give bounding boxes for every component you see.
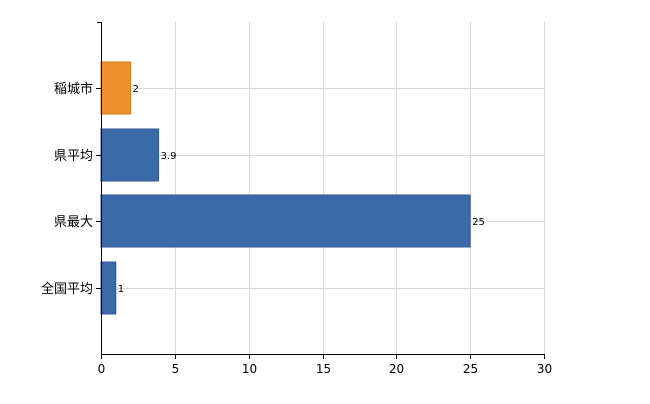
- data-label-2: 25: [472, 217, 485, 228]
- category-label-3: 全国平均: [41, 281, 93, 297]
- category-label-1: 県平均: [54, 149, 93, 164]
- bar-2: [100, 194, 471, 248]
- category-label-2: 県最大: [54, 215, 93, 230]
- x-tick-label-0: 0: [98, 362, 106, 376]
- x-tick-label-25: 25: [463, 362, 478, 376]
- bar-0: [100, 61, 132, 115]
- data-label-0: 2: [133, 84, 139, 95]
- x-tick-label-30: 30: [537, 362, 552, 376]
- bar-1: [100, 128, 160, 182]
- x-tick-label-10: 10: [242, 362, 257, 376]
- x-tick-label-15: 15: [316, 362, 331, 376]
- data-label-1: 3.9: [161, 151, 177, 162]
- x-tick-label-20: 20: [389, 362, 404, 376]
- axes: [96, 22, 545, 359]
- bars: [100, 61, 471, 315]
- bar-3: [100, 261, 117, 315]
- grid-lines: [101, 22, 545, 354]
- data-label-3: 1: [118, 284, 124, 295]
- category-label-0: 稲城市: [54, 81, 93, 97]
- x-tick-label-5: 5: [172, 362, 180, 376]
